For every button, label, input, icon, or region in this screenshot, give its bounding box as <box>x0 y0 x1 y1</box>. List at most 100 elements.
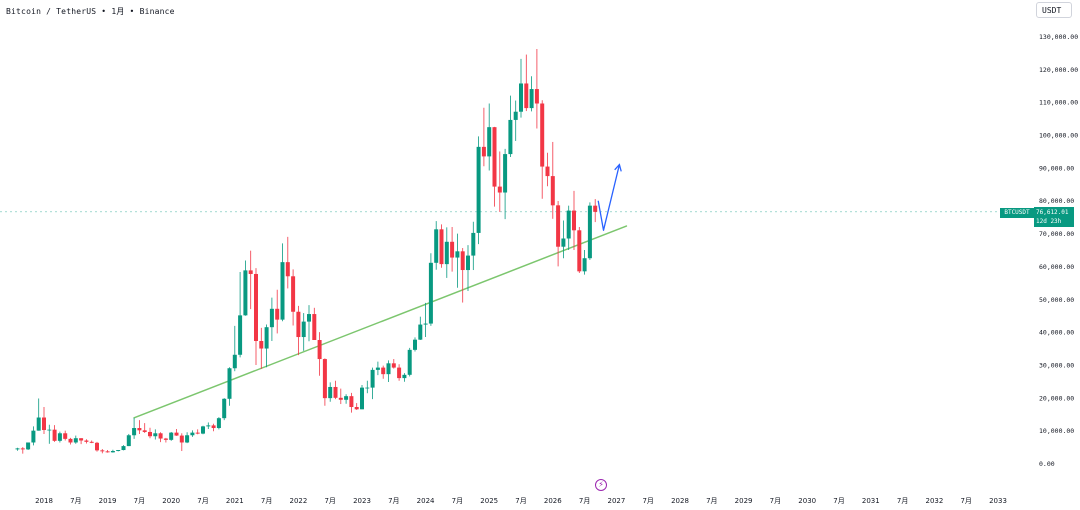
candle <box>338 388 343 405</box>
time-tick-label: 2031 <box>862 497 880 505</box>
candle <box>301 313 306 351</box>
candle <box>238 272 243 358</box>
time-tick-label: 7月 <box>134 497 145 505</box>
candle-body <box>503 154 508 193</box>
candle <box>285 236 290 289</box>
trendline <box>133 225 628 419</box>
candle-body <box>42 417 46 430</box>
candle <box>206 422 211 430</box>
candle-body <box>52 429 57 441</box>
candle <box>79 438 84 445</box>
candle <box>20 447 25 454</box>
candle <box>322 358 327 406</box>
candle <box>333 380 338 400</box>
price-tick-label: 120,000.00 <box>1039 66 1078 74</box>
candle <box>365 380 370 394</box>
candle-body <box>243 270 248 316</box>
time-axis[interactable]: 2018 7月 2019 7月 2020 7月 2021 7月 2022 7月 2023 7月 2024… <box>35 497 1007 505</box>
price-tick-label: 30,000.00 <box>1039 361 1074 369</box>
candle-body <box>540 103 545 167</box>
time-tick-label: 7月 <box>897 497 908 505</box>
candle <box>561 220 566 259</box>
title-separator: • <box>129 7 135 16</box>
candle <box>450 227 455 272</box>
trendline-drawing[interactable] <box>133 225 628 419</box>
time-tick-label: 2029 <box>735 497 753 505</box>
candle-body <box>572 210 576 231</box>
candle <box>222 398 227 421</box>
candle-body <box>275 308 280 320</box>
candle-body <box>386 363 391 375</box>
candle <box>126 433 131 447</box>
candle-body <box>163 438 168 440</box>
candle <box>349 392 354 413</box>
candle <box>169 431 174 441</box>
time-tick-label: 2030 <box>798 497 816 505</box>
candle <box>68 437 73 445</box>
candle <box>105 450 110 453</box>
candle-body <box>497 186 502 193</box>
currency-selector[interactable]: USDT <box>1036 2 1072 18</box>
candle <box>84 439 89 444</box>
candle <box>407 347 412 377</box>
candle <box>582 250 587 275</box>
time-tick-label: 2020 <box>162 497 180 505</box>
time-tick-label: 7月 <box>70 497 81 505</box>
candle-body <box>31 430 36 443</box>
time-tick-label: 7月 <box>197 497 208 505</box>
candle <box>550 141 555 219</box>
symbol-name: Bitcoin / TetherUS <box>6 7 97 16</box>
candle-body <box>407 349 412 375</box>
candle-body <box>423 323 428 325</box>
candle-body <box>15 448 20 450</box>
candle-body <box>487 127 492 157</box>
candle <box>275 289 280 334</box>
candle-body <box>296 311 301 338</box>
candle-body <box>20 448 25 450</box>
candle-body <box>375 367 380 370</box>
candle-body <box>460 251 465 271</box>
candle <box>185 432 190 444</box>
candle-body <box>121 446 126 451</box>
candle-body <box>444 241 449 265</box>
candle <box>211 423 216 432</box>
candle-body <box>370 369 375 388</box>
candle <box>572 190 576 250</box>
candle-body <box>529 89 534 109</box>
candle-body <box>333 386 338 398</box>
candle-body <box>100 450 105 452</box>
time-tick-label: 2022 <box>289 497 307 505</box>
candle-body <box>593 205 598 212</box>
candle <box>31 426 36 446</box>
candle <box>312 307 317 340</box>
lightning-icon[interactable]: ⚡ <box>595 479 607 491</box>
candle-body <box>57 433 62 441</box>
candle <box>216 417 221 430</box>
candle-body <box>582 258 587 272</box>
candle <box>52 425 57 442</box>
price-tick-label: 10,000.00 <box>1039 427 1074 435</box>
candle <box>545 152 550 187</box>
candle-body <box>291 276 296 312</box>
candle-body <box>413 339 417 350</box>
candle <box>413 337 417 352</box>
candle <box>100 449 105 454</box>
candle <box>269 297 274 341</box>
candle-body <box>89 441 94 443</box>
symbol-title[interactable]: Bitcoin / TetherUS • 1月 • Binance <box>6 6 175 17</box>
candle-body <box>338 397 343 400</box>
candle-body <box>519 83 523 112</box>
candle-body <box>566 210 571 239</box>
candle <box>418 316 423 340</box>
candle-body <box>169 432 174 440</box>
price-tick-label: 100,000.00 <box>1039 132 1078 140</box>
projection-arrow[interactable] <box>597 163 622 231</box>
candle-body <box>360 387 364 410</box>
candle-body <box>206 425 211 427</box>
candle <box>471 221 476 271</box>
candle-body <box>556 205 561 247</box>
candle <box>116 450 121 452</box>
price-axis[interactable]: 130,000.00 120,000.00 110,000.00 100,000.00… <box>1039 33 1078 468</box>
